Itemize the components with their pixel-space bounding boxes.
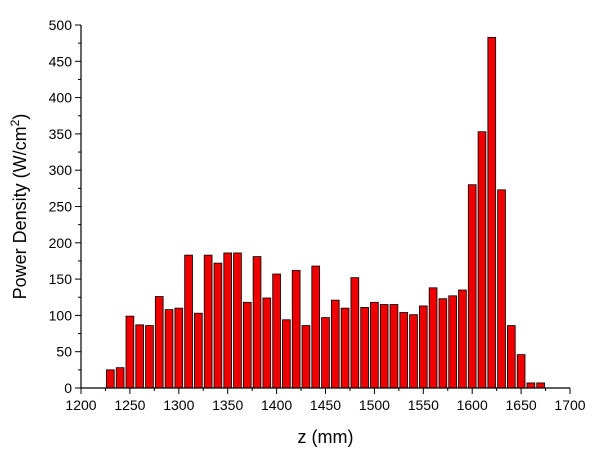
x-tick-label-1650: 1650 bbox=[506, 397, 537, 413]
x-tick-label-1700: 1700 bbox=[554, 397, 585, 413]
bar-1290 bbox=[164, 309, 174, 389]
x-tick-label-1600: 1600 bbox=[457, 397, 488, 413]
bar-1430 bbox=[301, 325, 311, 389]
y-tick-label-300: 300 bbox=[49, 162, 73, 178]
x-axis-title: z (mm) bbox=[298, 427, 354, 447]
bar-1230 bbox=[106, 369, 115, 389]
y-tick-label-200: 200 bbox=[49, 235, 73, 251]
y-axis-title-superscript: 2 bbox=[8, 119, 22, 126]
bar-1490 bbox=[360, 307, 369, 389]
bar-1320 bbox=[194, 312, 203, 389]
bar-1250 bbox=[125, 315, 135, 389]
bar-1330 bbox=[203, 254, 213, 389]
bar-1670 bbox=[536, 382, 545, 389]
x-tick-label-1250: 1250 bbox=[114, 397, 145, 413]
y-tick-label-150: 150 bbox=[49, 271, 73, 287]
bar-1460 bbox=[330, 299, 340, 389]
bar-1420 bbox=[291, 269, 301, 389]
y-tick-label-0: 0 bbox=[64, 380, 72, 396]
bar-1520 bbox=[389, 304, 399, 389]
bar-1400 bbox=[272, 273, 281, 389]
bar-1570 bbox=[438, 298, 448, 389]
bar-1480 bbox=[350, 277, 360, 389]
bar-1350 bbox=[223, 252, 233, 389]
bar-1500 bbox=[370, 301, 379, 389]
bar-1300 bbox=[174, 307, 184, 389]
y-tick-label-100: 100 bbox=[49, 307, 73, 323]
bar-1390 bbox=[262, 297, 272, 389]
bar-1610 bbox=[477, 131, 487, 389]
bar-1630 bbox=[497, 189, 506, 389]
bar-1650 bbox=[516, 354, 526, 389]
bar-1540 bbox=[409, 314, 418, 389]
bar-1470 bbox=[340, 307, 350, 389]
x-tick-label-1550: 1550 bbox=[408, 397, 439, 413]
bar-1310 bbox=[184, 254, 193, 389]
x-tick-label-1450: 1450 bbox=[310, 397, 341, 413]
y-tick-label-50: 50 bbox=[56, 344, 72, 360]
bar-1550 bbox=[418, 305, 428, 389]
y-tick-label-250: 250 bbox=[49, 199, 73, 215]
y-tick-label-350: 350 bbox=[49, 126, 73, 142]
y-tick-label-450: 450 bbox=[49, 53, 73, 69]
bar-1340 bbox=[213, 262, 223, 389]
bar-1450 bbox=[321, 317, 330, 389]
bar-1600 bbox=[467, 184, 477, 389]
bar-1270 bbox=[145, 325, 154, 389]
bar-1360 bbox=[233, 252, 242, 389]
x-tick-label-1500: 1500 bbox=[359, 397, 390, 413]
bar-1440 bbox=[311, 265, 321, 389]
bar-1510 bbox=[379, 304, 389, 389]
y-tick-label-400: 400 bbox=[49, 90, 73, 106]
bar-1370 bbox=[242, 301, 252, 389]
x-tick-label-1350: 1350 bbox=[212, 397, 243, 413]
x-tick-label-1400: 1400 bbox=[261, 397, 292, 413]
y-axis-title-main: Power Density (W/cm bbox=[10, 126, 30, 299]
y-ticks-group: 0 50 100 150 200 250 300 350 400 450 500 bbox=[49, 17, 81, 396]
bar-1280 bbox=[154, 296, 164, 389]
x-ticks-group: 1200 1250 1300 1350 1400 1450 1500 1550 1600 1650… bbox=[65, 388, 586, 413]
y-axis-title-close: ) bbox=[10, 114, 30, 120]
y-tick-label-500: 500 bbox=[49, 17, 73, 33]
bar-1590 bbox=[458, 289, 467, 389]
bar-1260 bbox=[135, 324, 144, 389]
bar-1410 bbox=[282, 319, 291, 389]
bar-1640 bbox=[507, 325, 516, 389]
bar-1660 bbox=[526, 382, 536, 389]
bars-group bbox=[106, 36, 545, 389]
y-axis-title: Power Density (W/cm2) bbox=[8, 114, 30, 300]
bar-1560 bbox=[428, 287, 438, 389]
x-tick-label-1300: 1300 bbox=[163, 397, 194, 413]
bar-1240 bbox=[115, 367, 125, 389]
x-tick-label-1200: 1200 bbox=[65, 397, 96, 413]
bar-1380 bbox=[252, 256, 262, 389]
bar-1530 bbox=[399, 312, 409, 389]
bar-1580 bbox=[448, 295, 457, 389]
bar-1620 bbox=[487, 36, 497, 389]
